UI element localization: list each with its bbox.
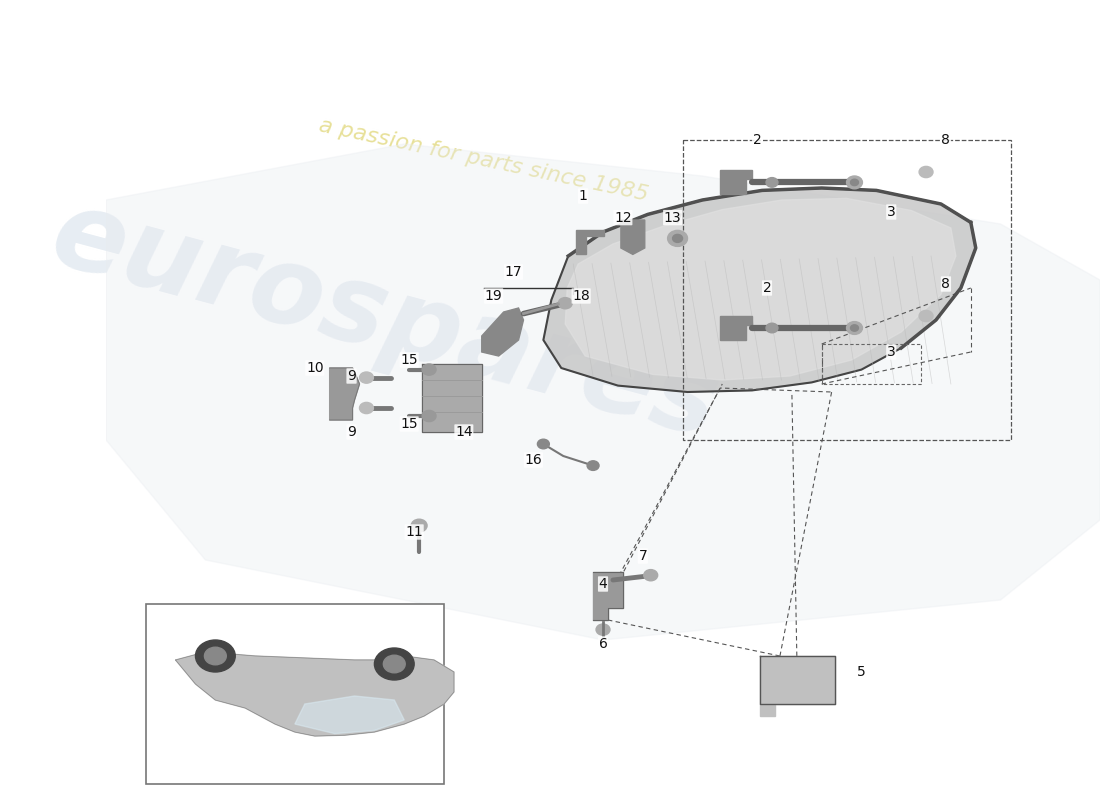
Text: 8: 8 (942, 133, 950, 147)
Text: 3: 3 (887, 205, 895, 219)
Text: 5: 5 (857, 665, 866, 679)
Circle shape (850, 325, 858, 331)
Polygon shape (720, 170, 752, 194)
Circle shape (920, 166, 933, 178)
Text: 9: 9 (348, 369, 356, 383)
Circle shape (411, 519, 427, 532)
Polygon shape (760, 704, 775, 716)
Circle shape (644, 570, 658, 581)
Text: 12: 12 (614, 210, 631, 225)
Circle shape (766, 323, 778, 333)
Polygon shape (760, 656, 835, 704)
Polygon shape (593, 572, 623, 620)
Text: 10: 10 (306, 361, 323, 375)
Circle shape (422, 410, 436, 422)
Text: 15: 15 (400, 353, 418, 367)
Polygon shape (295, 696, 404, 734)
Polygon shape (565, 198, 956, 380)
Text: 15: 15 (400, 417, 418, 431)
Text: 6: 6 (598, 637, 607, 651)
Text: 2: 2 (752, 133, 761, 147)
Text: eurospares: eurospares (40, 180, 729, 460)
Circle shape (196, 640, 235, 672)
Text: 19: 19 (485, 289, 503, 303)
Text: 1: 1 (579, 189, 587, 203)
Text: 16: 16 (525, 453, 542, 467)
Text: 17: 17 (505, 265, 522, 279)
Circle shape (422, 364, 436, 375)
Polygon shape (576, 230, 604, 254)
Bar (146, 604, 444, 784)
Polygon shape (543, 188, 976, 392)
Text: 9: 9 (348, 425, 356, 439)
Circle shape (374, 648, 415, 680)
Text: 13: 13 (663, 210, 681, 225)
Circle shape (596, 624, 611, 635)
Circle shape (587, 461, 600, 470)
Polygon shape (482, 308, 524, 356)
Polygon shape (330, 368, 360, 420)
Text: 3: 3 (887, 345, 895, 359)
Circle shape (850, 179, 858, 186)
Text: 8: 8 (942, 277, 950, 291)
Circle shape (360, 372, 373, 383)
Text: 7: 7 (638, 549, 647, 563)
Text: 4: 4 (598, 577, 607, 591)
Circle shape (360, 402, 373, 414)
Polygon shape (720, 316, 752, 340)
Circle shape (847, 322, 862, 334)
Circle shape (538, 439, 549, 449)
Text: 18: 18 (572, 289, 590, 303)
Polygon shape (106, 144, 1100, 640)
Circle shape (920, 310, 933, 322)
Polygon shape (620, 220, 645, 254)
Circle shape (668, 230, 688, 246)
Circle shape (672, 234, 682, 242)
Circle shape (383, 655, 405, 673)
Circle shape (205, 647, 227, 665)
Circle shape (847, 176, 862, 189)
Circle shape (766, 178, 778, 187)
Text: a passion for parts since 1985: a passion for parts since 1985 (317, 115, 650, 205)
Text: 2: 2 (762, 281, 771, 295)
Bar (682, 140, 1011, 440)
Text: 14: 14 (455, 425, 473, 439)
Text: 11: 11 (405, 525, 424, 539)
Polygon shape (422, 364, 482, 432)
Circle shape (559, 298, 572, 309)
Polygon shape (176, 652, 454, 736)
